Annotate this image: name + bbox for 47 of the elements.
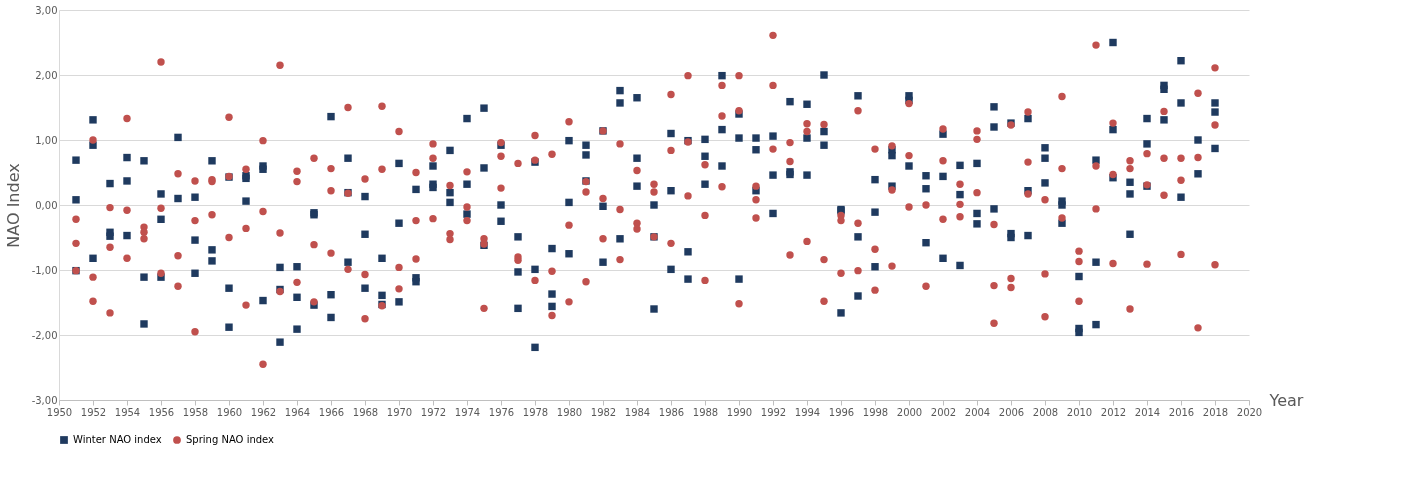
x-tick-label: 1970 xyxy=(386,406,413,418)
y-tick-label: 1,00 xyxy=(35,134,58,146)
x-tick-label: 1976 xyxy=(488,406,515,418)
y-tick-label: -3,00 xyxy=(31,394,58,406)
x-tick-label: 2012 xyxy=(1100,406,1127,418)
x-tick-label: 1990 xyxy=(726,406,753,418)
y-axis-title: NAO Index xyxy=(3,163,23,248)
x-tick-label: 2006 xyxy=(998,406,1025,418)
x-tick-label: 2014 xyxy=(1134,406,1161,418)
x-tick-label: 1982 xyxy=(590,406,617,418)
x-tick-label: 1998 xyxy=(862,406,889,418)
x-tick-label: 1996 xyxy=(828,406,855,418)
x-tick-label: 1978 xyxy=(522,406,549,418)
x-tick-label: 1986 xyxy=(658,406,685,418)
x-tick-label: 1992 xyxy=(760,406,787,418)
x-tick-label: 1968 xyxy=(352,406,379,418)
x-tick-label: 1988 xyxy=(692,406,719,418)
y-tick-label: 0,00 xyxy=(35,199,58,211)
x-tick-label: 2008 xyxy=(1032,406,1059,418)
x-tick-label: 1952 xyxy=(80,406,107,418)
x-tick-label: 1994 xyxy=(794,406,821,418)
x-tick-label: 1980 xyxy=(556,406,583,418)
x-tick-label: 1974 xyxy=(454,406,481,418)
x-axis-title: Year xyxy=(1268,390,1304,410)
legend-label: Spring NAO index xyxy=(186,434,275,445)
x-tick-label: 2000 xyxy=(896,406,923,418)
x-tick-label: 1984 xyxy=(624,406,651,418)
x-tick-label: 1950 xyxy=(46,406,73,418)
x-tick-label: 2010 xyxy=(1066,406,1093,418)
x-tick-label: 2002 xyxy=(930,406,957,418)
x-tick-label: 1960 xyxy=(216,406,243,418)
legend-label: Winter NAO index xyxy=(73,434,162,445)
y-tick-label: 2,00 xyxy=(35,69,58,81)
y-tick-label: -1,00 xyxy=(31,264,58,276)
x-tick-label: 1964 xyxy=(284,406,311,418)
x-tick-label: 1962 xyxy=(250,406,277,418)
y-tick-label: -2,00 xyxy=(31,329,58,341)
x-tick-label: 2004 xyxy=(964,406,991,418)
x-tick-label: 1958 xyxy=(182,406,209,418)
x-tick-label: 1972 xyxy=(420,406,447,418)
x-tick-label: 1954 xyxy=(114,406,141,418)
x-tick-label: 2016 xyxy=(1168,406,1195,418)
x-tick-label: 2018 xyxy=(1202,406,1229,418)
y-tick-label: 3,00 xyxy=(35,4,58,16)
x-tick-label: 1966 xyxy=(318,406,345,418)
x-tick-label: 2020 xyxy=(1236,406,1263,418)
x-tick-label: 1956 xyxy=(148,406,175,418)
